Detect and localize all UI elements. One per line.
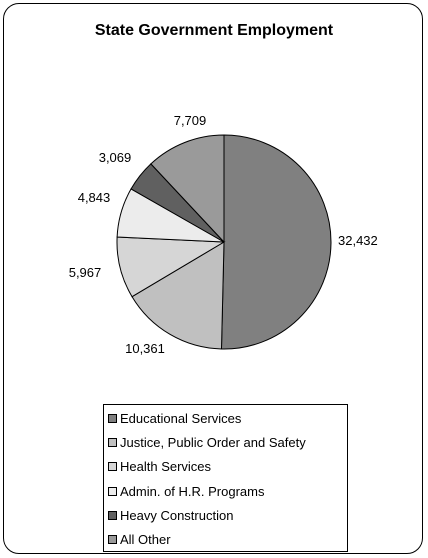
legend-label: Educational Services bbox=[120, 410, 242, 426]
data-label-admin-of-h-r-programs: 4,843 bbox=[78, 190, 111, 205]
legend-label: Justice, Public Order and Safety bbox=[120, 434, 306, 450]
pie-slice-educational-services bbox=[220, 134, 332, 350]
legend-item-educational-services: Educational Services bbox=[108, 406, 347, 430]
legend-item-heavy-construction: Heavy Construction bbox=[108, 503, 347, 527]
legend-swatch bbox=[108, 413, 117, 423]
legend-swatch bbox=[108, 486, 117, 496]
data-label-health-services: 5,967 bbox=[69, 265, 102, 280]
legend-item-justice-public-order-and-safety: Justice, Public Order and Safety bbox=[108, 430, 347, 454]
data-label-educational-services: 32,432 bbox=[338, 233, 378, 248]
legend-item-health-services: Health Services bbox=[108, 455, 347, 479]
legend-label: All Other bbox=[120, 532, 171, 548]
pie-slice-all-other bbox=[150, 134, 225, 244]
legend-label: Health Services bbox=[120, 459, 212, 475]
legend: Educational Services Justice, Public Orde… bbox=[103, 404, 348, 552]
legend-label: Admin. of H.R. Programs bbox=[120, 483, 265, 499]
legend-swatch bbox=[108, 510, 117, 520]
legend-swatch bbox=[108, 535, 117, 545]
legend-item-all-other: All Other bbox=[108, 527, 347, 551]
legend-label: Heavy Construction bbox=[120, 507, 234, 523]
data-label-heavy-construction: 3,069 bbox=[99, 150, 132, 165]
legend-swatch bbox=[108, 462, 117, 472]
pie-slice-justice-public-order-and-safety bbox=[131, 241, 225, 350]
data-label-justice-public-order-and-safety: 10,361 bbox=[125, 341, 165, 356]
data-label-all-other: 7,709 bbox=[174, 113, 207, 128]
legend-item-admin-of-h-r-programs: Admin. of H.R. Programs bbox=[108, 479, 347, 503]
chart-title: State Government Employment bbox=[94, 22, 334, 39]
legend-swatch bbox=[108, 437, 117, 447]
